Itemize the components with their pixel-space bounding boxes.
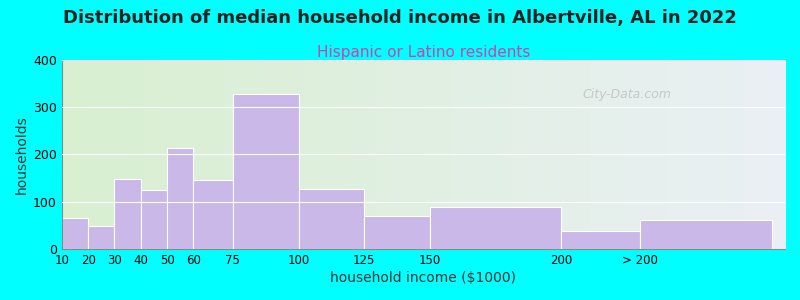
Bar — [233, 94, 298, 249]
Bar — [167, 148, 194, 249]
Bar — [430, 207, 562, 249]
Title: Hispanic or Latino residents: Hispanic or Latino residents — [317, 45, 530, 60]
Bar — [114, 179, 141, 249]
Bar — [62, 218, 88, 249]
Bar — [562, 232, 640, 249]
Bar — [298, 188, 364, 249]
Bar — [88, 226, 114, 249]
Bar — [194, 181, 233, 249]
Bar — [364, 216, 430, 249]
Bar — [640, 220, 772, 249]
Text: City-Data.com: City-Data.com — [582, 88, 671, 100]
Y-axis label: households: households — [15, 115, 29, 194]
X-axis label: household income ($1000): household income ($1000) — [330, 271, 517, 285]
Text: Distribution of median household income in Albertville, AL in 2022: Distribution of median household income … — [63, 9, 737, 27]
Bar — [141, 190, 167, 249]
